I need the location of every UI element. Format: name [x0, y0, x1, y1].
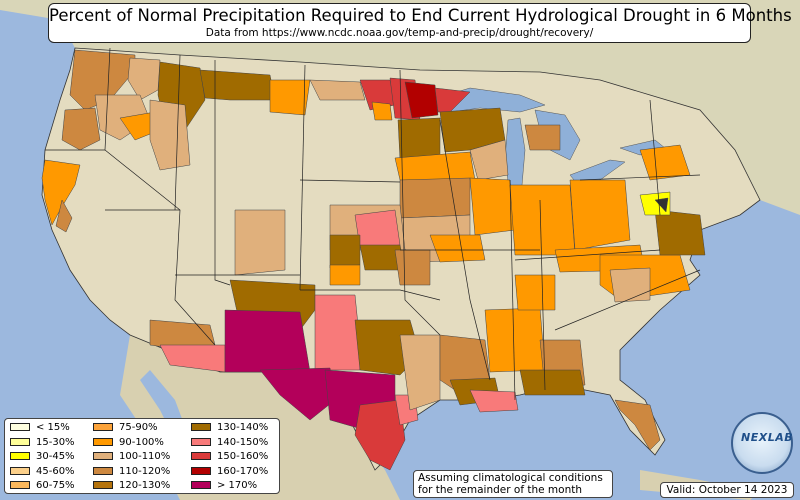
legend-swatch [93, 481, 113, 489]
state-borders [45, 47, 701, 401]
legend-item: 140-150% [191, 437, 268, 449]
legend-swatch [191, 466, 211, 475]
legend-swatch [10, 437, 30, 446]
legend-label: 120-130% [119, 480, 171, 491]
legend-swatch [93, 437, 113, 446]
map-title: Percent of Normal Precipitation Required… [49, 6, 792, 25]
legend-item: 110-120% [93, 466, 170, 478]
map-subtitle: Data from https://www.ncdc.noaa.gov/temp… [205, 27, 594, 39]
legend-label: 60-75% [36, 480, 75, 491]
legend-label: 75-90% [119, 422, 158, 433]
assumption-note: Assuming climatological conditions for t… [413, 470, 613, 498]
canada-land [0, 0, 800, 215]
legend-swatch [10, 452, 30, 460]
legend-item: 160-170% [191, 466, 268, 478]
drought-regions [41, 49, 706, 471]
legend-item: 130-140% [191, 422, 268, 434]
legend-item: 75-90% [93, 422, 158, 434]
legend-item: 90-100% [93, 437, 164, 449]
note-line-1: Assuming climatological conditions [418, 472, 603, 484]
legend-item: 15-30% [10, 437, 75, 449]
legend-item: 120-130% [93, 480, 170, 492]
legend-item: 30-45% [10, 451, 75, 463]
legend-label: 45-60% [36, 465, 75, 477]
legend-label: 130-140% [217, 422, 269, 433]
legend-swatch [10, 481, 30, 489]
legend-swatch [10, 423, 30, 431]
legend-label: 90-100% [119, 436, 164, 448]
legend-label: 160-170% [217, 465, 269, 477]
valid-date: Valid: October 14 2023 [660, 482, 794, 498]
legend-label: 30-45% [36, 451, 75, 462]
note-line-2: for the remainder of the month [418, 484, 583, 496]
legend-swatch [191, 423, 211, 431]
globe-logo: NEXLAB [731, 412, 793, 474]
legend-swatch [93, 466, 113, 475]
legend-swatch [93, 452, 113, 460]
legend-swatch [191, 481, 211, 489]
legend-label: > 170% [217, 480, 258, 491]
legend: < 15% 15-30% 30-45% 45-60% 60-75% 75-90% 90-10… [4, 418, 280, 494]
legend-label: 150-160% [217, 451, 269, 462]
legend-swatch [10, 466, 30, 475]
legend-label: 15-30% [36, 436, 75, 448]
legend-item: 150-160% [191, 451, 268, 463]
legend-item: 45-60% [10, 466, 75, 478]
legend-item: < 15% [10, 422, 70, 434]
legend-label: 140-150% [217, 436, 269, 448]
legend-item: > 170% [191, 480, 257, 492]
legend-swatch [191, 437, 211, 446]
legend-swatch [191, 452, 211, 460]
logo-text: NEXLAB [741, 431, 794, 444]
legend-item: 100-110% [93, 451, 170, 463]
legend-label: 110-120% [119, 465, 171, 477]
legend-label: 100-110% [119, 451, 171, 462]
title-box: Percent of Normal Precipitation Required… [48, 3, 792, 43]
legend-item: 60-75% [10, 480, 75, 492]
legend-swatch [93, 423, 113, 431]
legend-label: < 15% [36, 422, 70, 433]
